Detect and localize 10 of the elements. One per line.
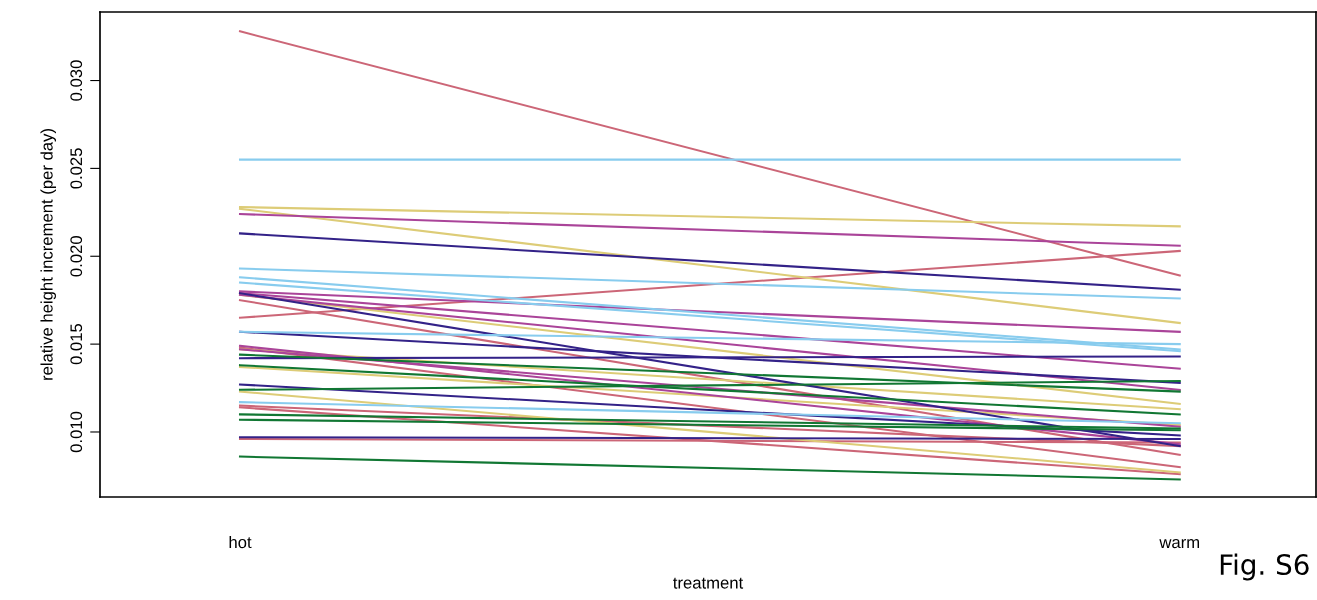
y-tick-label: 0.015 (70, 323, 83, 365)
x-tick-label: warm (1159, 539, 1200, 549)
y-tick-label: 0.010 (70, 411, 83, 453)
y-tick-label: 0.025 (70, 148, 83, 189)
y-tick-label: 0.030 (70, 60, 83, 101)
x-axis-title: treatment (673, 577, 744, 589)
caption: Fig. S6 (1220, 553, 1309, 581)
y-axis-title: relative height increment (per day) (40, 129, 56, 380)
x-tick-label: hot (229, 535, 252, 549)
y-tick-label: 0.020 (70, 236, 83, 277)
